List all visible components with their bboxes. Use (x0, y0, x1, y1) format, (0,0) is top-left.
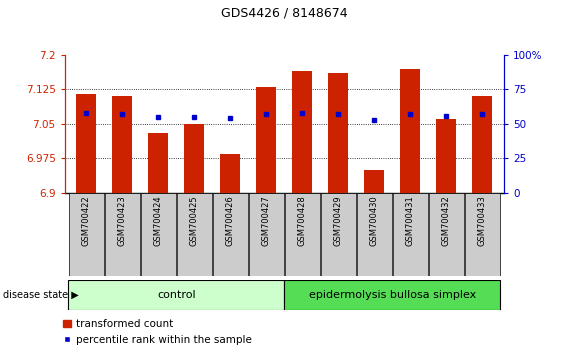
Bar (149, 133, 168, 193)
Bar (436, 119, 456, 193)
Text: GSM700422: GSM700422 (82, 195, 91, 246)
Bar (77, 94, 96, 193)
FancyBboxPatch shape (429, 193, 463, 276)
FancyBboxPatch shape (321, 193, 356, 276)
Bar (185, 124, 204, 193)
Text: GSM700426: GSM700426 (226, 195, 235, 246)
FancyBboxPatch shape (213, 193, 248, 276)
Bar (256, 87, 276, 193)
FancyBboxPatch shape (357, 193, 392, 276)
Text: GDS4426 / 8148674: GDS4426 / 8148674 (221, 6, 347, 19)
FancyBboxPatch shape (249, 193, 284, 276)
Bar (400, 69, 420, 193)
Bar (113, 96, 132, 193)
Text: GSM700424: GSM700424 (154, 195, 163, 246)
Bar (328, 73, 348, 193)
FancyBboxPatch shape (465, 193, 499, 276)
Text: GSM700431: GSM700431 (406, 195, 415, 246)
FancyBboxPatch shape (285, 193, 320, 276)
FancyBboxPatch shape (141, 193, 176, 276)
Text: GSM700425: GSM700425 (190, 195, 199, 246)
FancyBboxPatch shape (105, 193, 140, 276)
Text: control: control (157, 290, 195, 300)
FancyBboxPatch shape (68, 280, 284, 310)
FancyBboxPatch shape (284, 280, 501, 310)
Bar (221, 154, 240, 193)
Text: GSM700429: GSM700429 (334, 195, 343, 246)
Text: GSM700432: GSM700432 (442, 195, 451, 246)
FancyBboxPatch shape (177, 193, 212, 276)
Bar (472, 96, 492, 193)
Text: GSM700428: GSM700428 (298, 195, 307, 246)
FancyBboxPatch shape (69, 193, 104, 276)
Bar (292, 71, 312, 193)
Text: GSM700423: GSM700423 (118, 195, 127, 246)
Text: epidermolysis bullosa simplex: epidermolysis bullosa simplex (309, 290, 476, 300)
Legend: transformed count, percentile rank within the sample: transformed count, percentile rank withi… (59, 315, 256, 349)
Bar (364, 170, 384, 193)
FancyBboxPatch shape (393, 193, 427, 276)
Text: disease state ▶: disease state ▶ (3, 290, 79, 300)
Text: GSM700433: GSM700433 (478, 195, 487, 246)
Text: GSM700430: GSM700430 (370, 195, 379, 246)
Text: GSM700427: GSM700427 (262, 195, 271, 246)
